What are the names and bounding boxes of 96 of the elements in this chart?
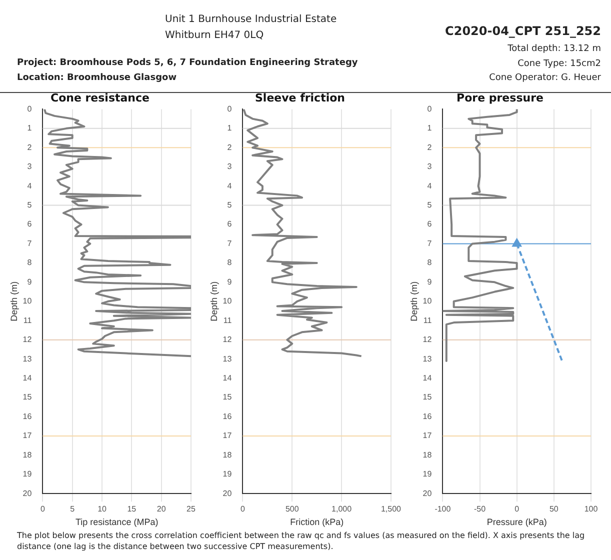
x-tick-label: 15 xyxy=(127,504,137,514)
y-tick-label: 0 xyxy=(227,104,232,114)
y-tick-label: 2 xyxy=(27,142,32,152)
x-axis-title: Friction (kPa) xyxy=(290,517,344,528)
y-tick-label: 14 xyxy=(422,373,432,382)
y-tick-label: 11 xyxy=(223,316,232,325)
y-tick-label: 12 xyxy=(422,335,432,344)
y-tick-label: 9 xyxy=(27,277,32,286)
y-tick-label: 6 xyxy=(227,220,232,229)
y-tick-label: 16 xyxy=(422,412,432,421)
x-axis-title: Pressure (kPa) xyxy=(486,517,547,528)
y-tick-label: 17 xyxy=(22,431,32,440)
y-tick-label: 2 xyxy=(427,142,432,152)
y-tick-label: 19 xyxy=(22,470,32,479)
text: Cone Operator: G. Heuer xyxy=(489,73,601,83)
chart-title: Sleeve friction xyxy=(255,91,345,104)
x-tick-label: 20 xyxy=(156,504,166,514)
y-tick-label: 7 xyxy=(27,238,32,248)
y-tick-label: 8 xyxy=(427,258,432,268)
y-tick-label: 9 xyxy=(227,277,232,286)
y-tick-label: 0 xyxy=(427,104,432,114)
x-tick-label: 50 xyxy=(549,504,559,514)
y-tick-label: 13 xyxy=(22,354,32,364)
y-tick-label: 20 xyxy=(222,488,232,498)
chart-title: Cone resistance xyxy=(50,91,150,104)
y-tick-label: 4 xyxy=(27,181,32,190)
y-tick-label: 10 xyxy=(222,296,232,306)
y-tick-label: 2 xyxy=(227,142,232,152)
x-axis-title: Tip resistance (MPa) xyxy=(76,517,158,528)
x-tick-label: 0 xyxy=(40,504,46,514)
y-axis-title: Depth (m) xyxy=(208,281,219,322)
y-tick-label: 3 xyxy=(427,162,432,172)
x-tick-label: 1,500 xyxy=(380,504,402,514)
y-tick-label: 5 xyxy=(427,200,432,210)
y-tick-label: 16 xyxy=(22,412,32,421)
y-tick-label: 20 xyxy=(22,488,32,498)
text: The plot below presents the cross correlation coefficient between the raw qc and fs values (as measured on the field). X axis presents the lag distance (one lag is the distance between two successive CPT measurements). xyxy=(17,530,586,552)
y-axis-title: Depth (m) xyxy=(8,281,19,322)
y-tick-label: 15 xyxy=(22,392,32,402)
text: Unit 1 Burnhouse Industrial Estate xyxy=(165,14,337,25)
text: Cone Type: 15cm2 xyxy=(518,59,601,69)
y-tick-label: 19 xyxy=(422,470,432,479)
x-tick-label: -100 xyxy=(434,504,452,514)
text: Project: Broomhouse Pods 5, 6, 7 Foundation Engineering Strategy xyxy=(17,58,358,68)
x-tick-label: 100 xyxy=(584,504,598,514)
text: Whitburn EH47 0LQ xyxy=(165,30,264,41)
y-tick-label: 6 xyxy=(427,220,432,229)
x-tick-label: 1,000 xyxy=(332,504,352,514)
y-tick-label: 11 xyxy=(23,316,32,325)
y-tick-label: 18 xyxy=(22,450,32,460)
y-tick-label: 1 xyxy=(27,124,32,133)
text: Location: Broomhouse Glasgow xyxy=(17,73,177,83)
y-tick-label: 15 xyxy=(222,392,232,402)
y-tick-label: 18 xyxy=(222,450,232,460)
y-tick-label: 11 xyxy=(423,316,432,325)
text: Total depth: 13.12 m xyxy=(508,44,601,54)
y-tick-label: 1 xyxy=(227,124,232,133)
y-tick-label: 8 xyxy=(27,258,32,268)
y-axis-title: Depth (m) xyxy=(408,281,419,322)
y-tick-label: 19 xyxy=(222,470,232,479)
y-tick-label: 13 xyxy=(222,354,232,364)
text: C2020-04_CPT 251_252 xyxy=(445,24,601,38)
y-tick-label: 17 xyxy=(222,431,232,440)
y-tick-label: 15 xyxy=(422,392,432,402)
x-tick-label: 5 xyxy=(70,504,76,514)
x-tick-label: -50 xyxy=(474,504,486,514)
y-tick-label: 1 xyxy=(427,124,432,133)
y-tick-label: 5 xyxy=(227,200,232,210)
y-tick-label: 10 xyxy=(22,296,32,306)
y-tick-label: 14 xyxy=(222,373,232,382)
y-tick-label: 8 xyxy=(227,258,232,268)
y-tick-label: 4 xyxy=(227,181,232,190)
x-tick-label: 0 xyxy=(240,504,246,514)
chart-title: Pore pressure xyxy=(456,91,544,104)
y-tick-label: 12 xyxy=(222,335,232,344)
y-tick-label: 14 xyxy=(22,373,32,382)
y-tick-label: 17 xyxy=(422,431,432,440)
y-tick-label: 4 xyxy=(427,181,432,190)
y-tick-label: 20 xyxy=(422,488,432,498)
y-tick-label: 7 xyxy=(227,238,232,248)
y-tick-label: 6 xyxy=(27,220,32,229)
y-tick-label: 7 xyxy=(427,238,432,248)
y-tick-label: 16 xyxy=(222,412,232,421)
y-tick-label: 12 xyxy=(22,335,32,344)
y-tick-label: 10 xyxy=(422,296,432,306)
x-tick-label: 10 xyxy=(98,504,108,514)
y-tick-label: 3 xyxy=(227,162,232,172)
x-tick-label: 0 xyxy=(514,504,520,514)
y-tick-label: 3 xyxy=(27,162,32,172)
y-tick-label: 0 xyxy=(27,104,32,114)
y-tick-label: 5 xyxy=(27,200,32,210)
y-tick-label: 13 xyxy=(422,354,432,364)
y-tick-label: 18 xyxy=(422,450,432,460)
y-tick-label: 9 xyxy=(427,277,432,286)
x-tick-label: 25 xyxy=(186,504,196,514)
x-tick-label: 500 xyxy=(285,504,300,514)
